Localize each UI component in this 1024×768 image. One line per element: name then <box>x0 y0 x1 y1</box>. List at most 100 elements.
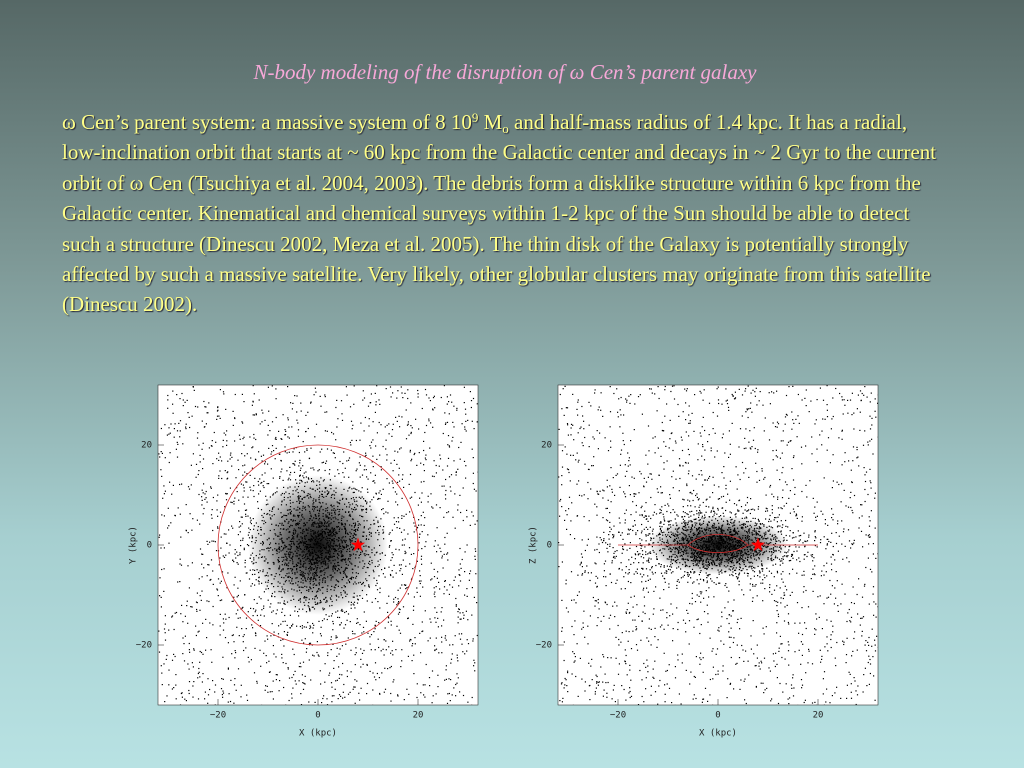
particle <box>662 609 664 611</box>
particle <box>195 634 197 637</box>
particle <box>242 539 244 541</box>
particle <box>407 397 409 400</box>
particle <box>277 602 279 604</box>
particle <box>250 607 252 609</box>
particle <box>403 584 406 586</box>
particle <box>645 534 647 536</box>
particle <box>793 536 795 539</box>
particle <box>408 434 410 436</box>
particle <box>340 695 342 697</box>
particle <box>719 582 721 584</box>
particle <box>321 448 323 450</box>
particle <box>161 568 163 571</box>
particle <box>660 522 662 524</box>
particle <box>176 456 179 458</box>
particle <box>346 394 348 396</box>
particle <box>365 469 367 471</box>
particle <box>462 487 464 489</box>
particle <box>425 394 428 396</box>
particle <box>245 481 247 483</box>
particle <box>677 654 679 656</box>
particle <box>202 673 204 675</box>
particle <box>736 488 738 490</box>
particle <box>211 540 213 542</box>
particle <box>875 557 877 559</box>
particle <box>322 461 325 463</box>
particle <box>392 554 394 556</box>
particle <box>169 432 171 434</box>
particle <box>559 700 561 702</box>
particle <box>247 656 249 658</box>
particle <box>722 670 724 672</box>
particle <box>425 454 427 456</box>
particle <box>179 398 181 400</box>
particle <box>363 611 365 613</box>
particle <box>783 592 785 594</box>
particle <box>271 451 273 453</box>
particle <box>319 395 321 397</box>
particle <box>197 672 199 675</box>
particle <box>819 542 822 544</box>
particle <box>237 554 239 557</box>
particle <box>398 415 400 417</box>
particle <box>221 599 223 601</box>
particle <box>390 396 392 398</box>
particle <box>759 576 761 578</box>
particle <box>341 674 343 676</box>
particle <box>399 448 401 450</box>
particle <box>309 625 311 627</box>
particle <box>670 572 673 574</box>
particle <box>346 460 348 462</box>
particle <box>668 505 670 507</box>
particle <box>376 589 379 591</box>
particle <box>354 654 356 656</box>
particle <box>181 692 183 694</box>
particle <box>322 697 324 700</box>
particle <box>455 605 457 607</box>
particle <box>832 553 834 556</box>
particle <box>215 550 218 552</box>
particle <box>771 698 773 700</box>
particle <box>409 511 411 513</box>
particle <box>684 512 686 514</box>
particle <box>275 388 277 390</box>
particle <box>192 453 194 455</box>
particle <box>596 681 598 683</box>
particle <box>796 517 798 519</box>
particle <box>852 512 854 514</box>
particle <box>444 412 446 414</box>
particle <box>420 692 422 694</box>
particle <box>287 631 289 633</box>
particle <box>694 394 696 396</box>
particle <box>669 569 671 571</box>
particle <box>359 464 361 466</box>
particle <box>233 596 235 598</box>
particle <box>406 424 409 426</box>
particle <box>297 429 300 431</box>
particle <box>734 514 736 516</box>
particle <box>434 540 436 542</box>
particle <box>229 487 231 489</box>
particle <box>212 496 214 499</box>
particle <box>217 578 220 580</box>
particle <box>774 426 777 428</box>
particle <box>378 421 380 424</box>
particle <box>242 438 244 440</box>
particle <box>231 634 233 637</box>
particle <box>347 693 350 695</box>
particle <box>465 465 467 467</box>
particle <box>748 674 750 676</box>
particle <box>714 456 716 458</box>
particle <box>201 504 203 506</box>
particle <box>396 420 398 422</box>
particle <box>811 453 813 455</box>
particle <box>276 487 278 489</box>
particle <box>448 678 450 680</box>
particle <box>434 645 436 647</box>
particle <box>255 413 257 415</box>
particle <box>244 566 246 568</box>
particle <box>338 666 340 668</box>
particle <box>780 602 782 604</box>
particle <box>326 448 329 450</box>
particle <box>259 625 262 627</box>
